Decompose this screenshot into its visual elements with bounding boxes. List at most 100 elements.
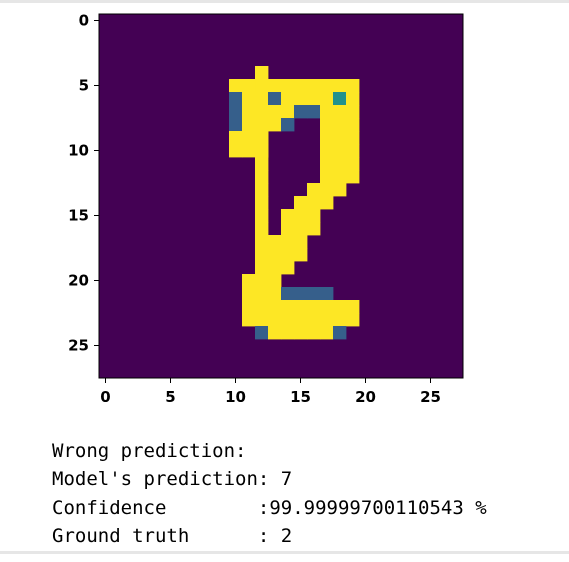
image-pixel: [320, 326, 334, 340]
image-pixel: [242, 300, 256, 314]
image-pixel: [294, 235, 308, 249]
image-pixel: [320, 196, 334, 210]
image-pixel: [346, 157, 360, 171]
image-pixel: [268, 92, 282, 106]
image-pixel: [229, 118, 243, 132]
image-pixel: [307, 222, 321, 236]
image-pixel: [242, 287, 256, 301]
model-prediction-line: Model's prediction: 7: [52, 468, 293, 491]
image-pixel: [242, 105, 256, 119]
y-tick-label: 25: [68, 337, 89, 355]
image-pixel: [346, 79, 360, 93]
image-pixel: [268, 235, 282, 249]
image-pixel: [346, 313, 360, 327]
image-pixel: [255, 274, 269, 288]
image-pixel: [268, 261, 282, 275]
ground-truth-line: Ground truth : 2: [52, 524, 293, 547]
image-pixel: [294, 209, 308, 223]
x-tick-label: 5: [165, 388, 175, 406]
image-pixel: [255, 144, 269, 158]
image-pixel: [346, 118, 360, 132]
image-pixel: [320, 92, 334, 106]
image-pixel: [229, 144, 243, 158]
image-pixel: [255, 131, 269, 145]
image-pixel: [294, 92, 308, 106]
cell-output: Wrong prediction: Model's prediction: 7 Co…: [52, 437, 487, 550]
image-pixel: [255, 209, 269, 223]
image-pixel: [320, 131, 334, 145]
image-pixel: [294, 326, 308, 340]
image-pixel: [255, 222, 269, 236]
image-pixel: [281, 300, 295, 314]
image-pixel: [268, 313, 282, 327]
image-pixel: [242, 274, 256, 288]
image-pixel: [255, 326, 269, 340]
image-pixel: [333, 118, 347, 132]
image-pixel: [242, 131, 256, 145]
image-pixel: [229, 79, 243, 93]
image-pixel: [255, 196, 269, 210]
image-pixel: [333, 131, 347, 145]
image-pixel: [294, 196, 308, 210]
image-pixel: [320, 300, 334, 314]
image-pixel: [281, 261, 295, 275]
image-pixel: [281, 118, 295, 132]
image-pixel: [320, 144, 334, 158]
axis-ticks: 0 5 10 15 20 25 0 5 10 15 20 25: [68, 12, 441, 407]
image-pixel: [255, 105, 269, 119]
image-pixel: [320, 313, 334, 327]
image-pixel: [255, 313, 269, 327]
image-pixel: [307, 313, 321, 327]
image-pixel: [333, 157, 347, 171]
image-pixel: [346, 144, 360, 158]
image-pixel: [255, 261, 269, 275]
image-pixel: [307, 105, 321, 119]
image-pixel: [242, 79, 256, 93]
image-pixel: [229, 92, 243, 106]
image-pixel: [307, 92, 321, 106]
image-pixel: [294, 313, 308, 327]
image-pixel: [346, 105, 360, 119]
image-pixel: [242, 144, 256, 158]
image-pixel: [281, 222, 295, 236]
image-pixel: [333, 326, 347, 340]
image-pixel: [346, 92, 360, 106]
image-pixel: [268, 326, 282, 340]
image-pixel: [333, 183, 347, 197]
image-pixel: [281, 209, 295, 223]
image-pixel: [307, 287, 321, 301]
image-pixel: [281, 92, 295, 106]
confidence-line: Confidence :99.99999700110543 %: [52, 496, 487, 519]
x-tick-label: 15: [290, 388, 311, 406]
y-tick-label: 20: [68, 272, 89, 290]
x-tick-label: 0: [100, 388, 110, 406]
image-pixel: [333, 170, 347, 184]
image-pixel: [346, 170, 360, 184]
axes-frame: [98, 13, 464, 379]
y-tick-label: 10: [68, 142, 89, 160]
wrong-prediction-line: Wrong prediction:: [52, 440, 247, 462]
image-pixel: [307, 79, 321, 93]
image-pixel: [320, 170, 334, 184]
x-tick-label: 10: [225, 388, 246, 406]
x-tick-label: 25: [420, 388, 441, 406]
image-pixel: [268, 248, 282, 262]
image-pixel: [229, 105, 243, 119]
image-pixel: [307, 183, 321, 197]
image-pixel: [255, 170, 269, 184]
image-pixel: [255, 235, 269, 249]
image-pixel: [320, 79, 334, 93]
image-pixel: [294, 300, 308, 314]
image-pixel: [333, 79, 347, 93]
image-pixel: [320, 157, 334, 171]
image-pixel: [307, 196, 321, 210]
y-tick-label: 15: [68, 207, 89, 225]
image-pixel: [333, 300, 347, 314]
image-pixel: [255, 248, 269, 262]
image-pixel: [255, 92, 269, 106]
image-pixel: [333, 92, 347, 106]
image-pixel: [320, 287, 334, 301]
image-pixel: [294, 222, 308, 236]
image-pixel: [333, 313, 347, 327]
image-pixel: [255, 300, 269, 314]
